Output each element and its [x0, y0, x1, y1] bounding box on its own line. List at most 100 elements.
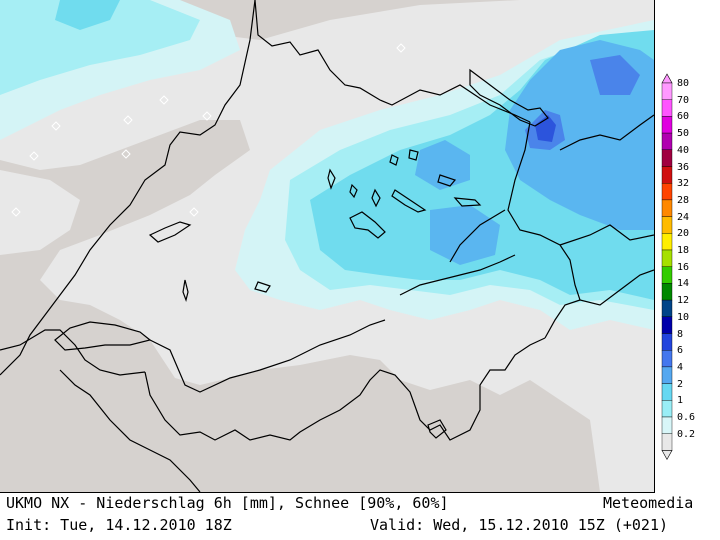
legend-swatch	[661, 400, 673, 418]
legend-label: 16	[677, 261, 690, 273]
lake-zurich	[391, 189, 427, 213]
legend-swatch	[661, 99, 673, 117]
lake-small-4	[437, 174, 457, 187]
lakes	[54, 68, 549, 439]
border-northeast	[559, 114, 654, 151]
border-south	[144, 337, 546, 441]
caption-valid: Valid: Wed, 15.12.2010 15Z (+021)	[370, 516, 669, 534]
legend-label: 80	[677, 78, 690, 89]
legend-label: 70	[677, 94, 690, 106]
legend-label: 50	[677, 128, 690, 140]
legend-swatch	[661, 366, 673, 384]
legend-swatch	[661, 266, 673, 284]
snow-marker	[123, 115, 133, 125]
legend-label: 24	[677, 211, 690, 223]
legend-swatch	[661, 416, 673, 434]
legend-swatch	[661, 199, 673, 217]
precip-4-area-south	[430, 205, 500, 265]
country-borders	[0, 0, 654, 492]
border-east-inner	[544, 299, 581, 339]
legend-scale	[661, 73, 673, 461]
legend-swatch	[661, 316, 673, 334]
precip-4-area-central	[415, 140, 470, 190]
border-west-inner	[0, 329, 146, 376]
snow-markers	[11, 43, 406, 217]
precipitation-map	[0, 0, 655, 493]
snow-marker	[11, 207, 21, 217]
lake-small-7	[371, 188, 381, 208]
border-south-west	[149, 319, 386, 393]
caption-title: UKMO NX - Niederschlag 6h [mm], Schnee […	[6, 494, 449, 512]
border-west	[0, 0, 256, 376]
legend-arrow-top	[661, 73, 673, 84]
lake-small-1	[182, 279, 189, 303]
valley-line	[449, 209, 506, 263]
precip-8-area	[535, 115, 556, 142]
legend-label: 4	[677, 361, 684, 373]
lake-lugano	[427, 419, 447, 439]
canton-line	[399, 254, 516, 296]
legend-swatch	[661, 116, 673, 134]
legend-swatch	[661, 333, 673, 351]
legend-label: 2	[677, 378, 684, 390]
snow-marker	[189, 207, 199, 217]
legend-swatch	[661, 383, 673, 401]
lake-small-8	[389, 154, 399, 166]
precip-6-area-northeast	[590, 55, 640, 95]
legend-swatch	[661, 433, 673, 451]
snow-marker	[121, 149, 131, 159]
legend-label: 32	[677, 178, 690, 190]
legend-label: 1	[677, 395, 684, 407]
border-north	[254, 0, 531, 123]
lake-small-2	[327, 168, 336, 190]
border-far-south	[59, 369, 201, 492]
legend-label: 20	[677, 228, 690, 240]
legend-swatch	[661, 249, 673, 267]
border-southeast	[559, 224, 654, 246]
map-canvas	[0, 0, 654, 492]
caption-brand: Meteomedia	[603, 494, 694, 512]
legend-label: 60	[677, 111, 690, 123]
border-east	[507, 121, 654, 306]
precip-1-area-northwest	[0, 0, 200, 95]
caption-init: Init: Tue, 14.12.2010 18Z	[6, 516, 232, 534]
snow-marker	[396, 43, 406, 53]
legend-swatch	[661, 132, 673, 150]
legend-swatch	[661, 299, 673, 318]
snow-marker	[29, 151, 39, 161]
legend-label: 18	[677, 245, 690, 256]
legend-label: 0.2	[677, 428, 696, 440]
lake-small-3	[408, 149, 419, 161]
map-caption: UKMO NX - Niederschlag 6h [mm], Schnee […	[0, 494, 720, 540]
legend-swatch	[661, 283, 673, 301]
legend-label: 12	[677, 295, 690, 307]
legend-swatch	[661, 216, 673, 234]
legend-swatch	[661, 233, 673, 251]
legend-swatch	[661, 82, 673, 100]
lake-small-9	[349, 183, 358, 199]
legend-swatch	[661, 149, 673, 167]
precip-2-area-north	[55, 0, 120, 30]
snow-marker	[202, 111, 212, 121]
lake-lucerne	[349, 211, 386, 239]
precipitation-legend: 80 70 60 50 40 36 32 28 24 20 18 16 14 12 10 8 6 4 2 1 0.6 0.…	[656, 73, 720, 463]
legend-swatch	[661, 350, 673, 368]
lake-small-5	[453, 197, 482, 207]
legend-label: 10	[677, 311, 690, 323]
legend-label: 40	[677, 144, 690, 156]
legend-label: 36	[677, 161, 690, 173]
legend-label: 8	[677, 328, 684, 340]
legend-label: 0.6	[677, 412, 696, 423]
lake-geneva	[54, 321, 152, 351]
snow-marker	[51, 121, 61, 131]
lake-neuchatel	[148, 221, 192, 243]
legend-arrow-bottom	[661, 450, 673, 461]
legend-swatch	[661, 166, 673, 184]
legend-label: 6	[677, 345, 684, 357]
legend-swatch	[661, 182, 673, 201]
lake-small-6	[254, 281, 271, 293]
legend-label: 28	[677, 194, 690, 206]
legend-label: 14	[677, 278, 690, 290]
lake-constance	[469, 68, 549, 127]
precip-0-2-area-west	[0, 170, 80, 255]
